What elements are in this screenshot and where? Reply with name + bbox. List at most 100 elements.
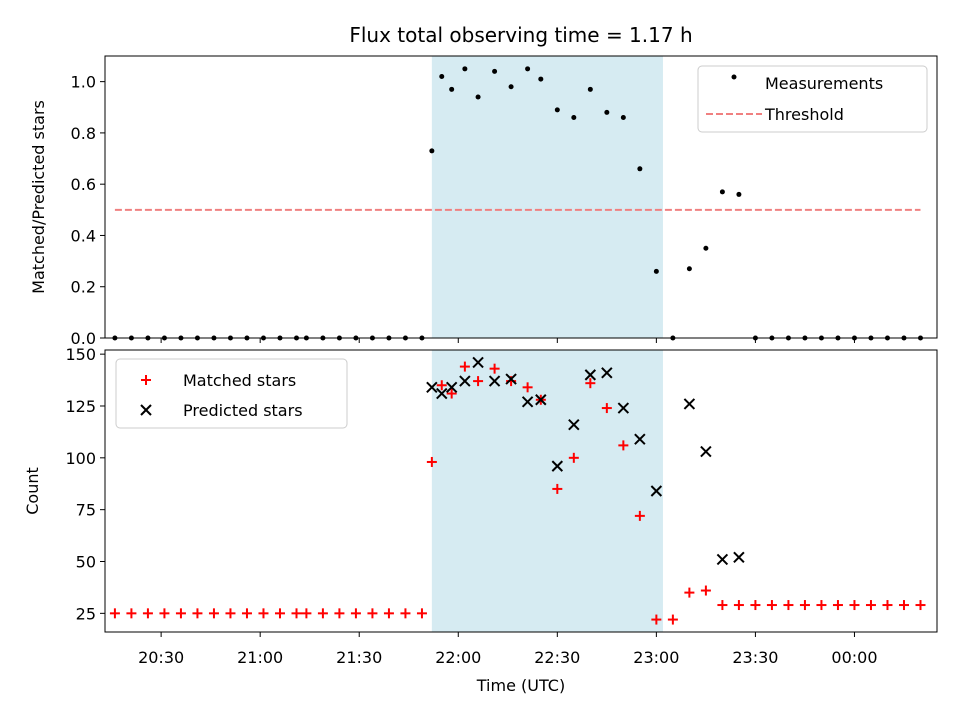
bottom-y-tick-label: 150	[65, 345, 96, 364]
matched-star-point	[667, 614, 678, 625]
matched-star-point	[208, 608, 219, 619]
x-axis-label: Time (UTC)	[476, 676, 565, 695]
matched-star-point	[766, 600, 777, 611]
matched-star-point	[192, 608, 203, 619]
matched-star-point	[241, 608, 252, 619]
x-b	[650, 485, 663, 497]
predicted-star-point	[683, 398, 696, 410]
measurement-point	[429, 148, 435, 154]
matched-star-point	[175, 608, 186, 619]
x-tick-label: 23:00	[633, 648, 679, 667]
matched-star-point	[717, 600, 728, 611]
matched-star-point	[816, 600, 827, 611]
x-b	[140, 404, 152, 416]
x-b	[521, 396, 534, 408]
measurement-point	[703, 245, 709, 251]
legend-marker-measurements	[731, 74, 737, 80]
matched-star-point	[436, 380, 447, 391]
x-b	[505, 373, 517, 385]
matched-star-point	[522, 382, 533, 393]
legend-marker-predicted-stars	[140, 404, 152, 416]
x-tick-label: 21:00	[237, 648, 283, 667]
legend-plus	[141, 375, 151, 385]
top-y-tick-label: 0.8	[71, 124, 96, 143]
measurement-point	[653, 268, 659, 274]
measurement-point	[620, 115, 626, 121]
shaded-interval-top	[431, 56, 663, 338]
top-y-tick-label: 1.0	[71, 73, 96, 92]
legend-label-predicted-stars: Predicted stars	[183, 401, 303, 420]
shaded-interval-bottom	[431, 350, 663, 632]
x-tick-label: 20:30	[138, 648, 184, 667]
predicted-star-point	[505, 373, 517, 385]
predicted-star-point	[472, 356, 484, 369]
top-panel-frame	[104, 55, 938, 339]
x-b	[601, 367, 613, 379]
measurement-point	[475, 94, 481, 100]
x-b	[488, 375, 501, 387]
matched-star-point	[317, 608, 328, 619]
bottom-y-tick-label: 25	[76, 604, 96, 623]
measurement-point	[525, 66, 531, 72]
x-b	[472, 356, 484, 369]
matched-star-point	[849, 600, 860, 611]
measurement-point	[449, 86, 455, 92]
measurement-point	[736, 191, 742, 197]
top-panel: 0.0 0.2 0.4 0.6 0.8 1.0 Matched/Predicted sta…	[29, 55, 938, 348]
matched-star-point	[568, 452, 579, 463]
matched-star-point	[334, 608, 345, 619]
matched-star-point	[898, 600, 909, 611]
x-b	[551, 460, 564, 472]
x-b	[568, 418, 580, 431]
predicted-star-point	[650, 485, 663, 497]
predicted-star-point	[634, 433, 646, 445]
legend-x	[140, 404, 152, 416]
predicted-star-point	[733, 551, 745, 564]
top-y-tick-label: 0.0	[71, 329, 96, 348]
bottom-panel: 20:30 21:00 21:30 22:00 22:30 23:00 23:30 00:00…	[23, 345, 938, 695]
predicted-star-point	[568, 418, 580, 431]
matched-star-point	[865, 600, 876, 611]
matched-star-point	[684, 587, 695, 598]
matched-star-point	[489, 363, 500, 374]
matched-star-point	[109, 608, 120, 619]
legend-label-measurements: Measurements	[765, 74, 883, 93]
measurement-point	[538, 76, 544, 82]
predicted-star-point	[601, 367, 613, 379]
x-tick-label: 21:30	[336, 648, 382, 667]
measurement-point	[637, 166, 643, 172]
predicted-star-point	[445, 381, 458, 394]
matched-star-point	[552, 483, 563, 494]
x-b	[426, 381, 438, 394]
predicted-star-point	[426, 381, 438, 394]
matched-star-point	[651, 614, 662, 625]
bottom-y-tick-label: 125	[65, 397, 96, 416]
x-b	[459, 375, 471, 387]
bottom-panel-frame	[104, 349, 938, 633]
matched-star-point	[783, 600, 794, 611]
matched-star-point	[700, 585, 711, 596]
predicted-star-point	[436, 387, 448, 400]
x-b	[584, 369, 597, 381]
predicted-star-point	[551, 460, 564, 472]
measurement-point	[719, 189, 725, 195]
matched-star-point	[426, 456, 437, 467]
measurement-point	[508, 84, 514, 90]
matched-star-point	[301, 608, 312, 619]
matched-star-point	[915, 600, 926, 611]
top-y-tick-label: 0.2	[71, 278, 96, 297]
matched-star-point	[446, 388, 457, 399]
bottom-y-axis-label: Count	[23, 467, 42, 515]
x-b	[617, 402, 630, 414]
matched-star-point	[225, 608, 236, 619]
x-b	[436, 387, 448, 400]
x-b	[445, 381, 458, 394]
measurement-point	[462, 66, 468, 72]
measurement-point	[686, 266, 692, 272]
bottom-y-tick-label: 75	[76, 501, 96, 520]
measurement-point	[587, 86, 593, 92]
top-y-axis-label: Matched/Predicted stars	[29, 100, 48, 294]
matched-star-point	[142, 608, 153, 619]
x-b	[716, 553, 729, 566]
